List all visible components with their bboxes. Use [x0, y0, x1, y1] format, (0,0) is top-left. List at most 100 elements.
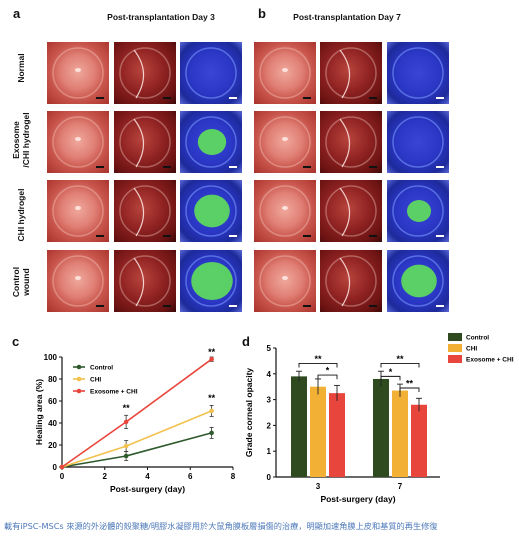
y-tick-label: 40: [48, 419, 57, 428]
row-label-chi-hydrogel: CHI hydrogel: [16, 188, 26, 242]
cornea-ring: [52, 255, 104, 307]
data-point: [209, 408, 214, 414]
scale-bar: [96, 235, 104, 237]
bar: [373, 378, 389, 477]
eye-image-white-light: [47, 250, 109, 312]
scale-bar: [229, 166, 237, 168]
cornea-ring: [259, 47, 311, 99]
y-tick-label: 1: [267, 447, 272, 456]
cornea-ring: [392, 116, 444, 168]
scale-bar: [436, 305, 444, 307]
eye-image-white-light: [47, 42, 109, 104]
light-reflex: [282, 137, 288, 141]
cornea-ring: [259, 185, 311, 237]
y-tick-label: 60: [48, 397, 57, 406]
x-tick-label: 0: [60, 472, 65, 481]
data-point: [209, 356, 214, 362]
slit-beam: [133, 187, 145, 237]
eye-image-fluorescein-stain: [387, 111, 449, 173]
eye-image-slit-lamp: [320, 180, 382, 242]
significance-bracket: [298, 363, 338, 368]
scale-bar: [436, 166, 444, 168]
data-point: [123, 443, 129, 449]
panel-letter-b: b: [258, 6, 266, 21]
eye-image-fluorescein-stain: [180, 111, 242, 173]
cornea-ring: [185, 185, 237, 237]
cornea-ring: [119, 255, 171, 307]
eye-image-white-light: [254, 42, 316, 104]
x-tick-label: 4: [145, 472, 150, 481]
y-tick-label: 5: [267, 344, 272, 353]
slit-beam: [133, 49, 145, 99]
legend-marker: [76, 388, 82, 394]
eye-image-white-light: [47, 180, 109, 242]
cornea-ring: [392, 185, 444, 237]
cornea-ring: [325, 116, 377, 168]
slit-beam: [339, 187, 351, 237]
scale-bar: [96, 305, 104, 307]
cornea-ring: [119, 47, 171, 99]
panel-letter-c: c: [12, 334, 20, 349]
slit-beam: [133, 118, 145, 168]
scale-bar: [369, 305, 377, 307]
light-reflex: [282, 206, 288, 210]
scale-bar: [163, 305, 171, 307]
eye-image-fluorescein-stain: [387, 250, 449, 312]
row-label-exosome-chi: Exosome/CHI hydrogel: [11, 112, 31, 168]
data-point: [59, 464, 65, 470]
scale-bar: [369, 235, 377, 237]
legend-swatch: [448, 344, 462, 352]
scale-bar: [163, 235, 171, 237]
scale-bar: [96, 166, 104, 168]
y-tick-label: 0: [267, 473, 272, 482]
y-tick-label: 2: [267, 421, 272, 430]
cornea-ring: [52, 116, 104, 168]
legend-label: Exosome + CHI: [466, 357, 514, 364]
eye-image-fluorescein-stain: [387, 42, 449, 104]
scale-bar: [303, 235, 311, 237]
legend-label: CHI: [466, 346, 477, 353]
scale-bar: [229, 305, 237, 307]
cornea-ring: [325, 185, 377, 237]
eye-image-fluorescein-stain: [180, 250, 242, 312]
data-point: [209, 430, 214, 436]
scale-bar: [229, 235, 237, 237]
bar: [291, 376, 307, 477]
fluorescein-stain-area: [194, 194, 230, 228]
x-tick-label: 6: [188, 472, 193, 481]
legend-label: Control: [466, 335, 489, 342]
y-tick-label: 0: [53, 463, 58, 472]
legend-swatch: [448, 355, 462, 363]
bar: [329, 393, 345, 477]
significance-mark: **: [396, 354, 404, 364]
cornea-ring: [52, 185, 104, 237]
x-tick-label: 3: [316, 482, 321, 491]
eye-image-slit-lamp: [320, 111, 382, 173]
y-tick-label: 100: [44, 353, 58, 362]
scale-bar: [163, 97, 171, 99]
significance-mark: **: [314, 354, 322, 364]
series-line: [61, 432, 212, 468]
eye-image-slit-lamp: [320, 250, 382, 312]
eye-image-slit-lamp: [114, 180, 176, 242]
y-axis-label: Healing area (%): [34, 379, 44, 445]
data-point: [123, 453, 129, 459]
eye-image-slit-lamp: [114, 42, 176, 104]
significance-mark: **: [208, 393, 216, 403]
x-axis-label: Post-surgery (day): [110, 484, 185, 494]
light-reflex: [75, 206, 81, 210]
light-reflex: [282, 68, 288, 72]
panel-title-a: Post-transplantation Day 3: [107, 12, 215, 22]
light-reflex: [75, 68, 81, 72]
fluorescein-stain-area: [191, 261, 233, 301]
cornea-ring: [259, 116, 311, 168]
light-reflex: [75, 276, 81, 280]
scale-bar: [96, 97, 104, 99]
series-line: [61, 358, 213, 468]
row-label-control-wound: Control wound: [11, 266, 31, 298]
significance-mark: **: [406, 378, 414, 388]
eye-image-white-light: [254, 180, 316, 242]
slit-beam: [339, 118, 351, 168]
slit-beam: [339, 257, 351, 307]
eye-image-white-light: [47, 111, 109, 173]
